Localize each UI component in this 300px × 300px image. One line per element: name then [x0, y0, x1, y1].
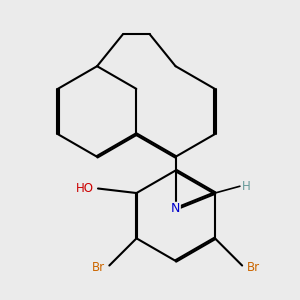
- Text: Br: Br: [92, 261, 105, 274]
- Text: Br: Br: [247, 261, 260, 274]
- Text: HO: HO: [75, 182, 93, 195]
- Text: H: H: [242, 180, 251, 193]
- Text: N: N: [171, 202, 180, 215]
